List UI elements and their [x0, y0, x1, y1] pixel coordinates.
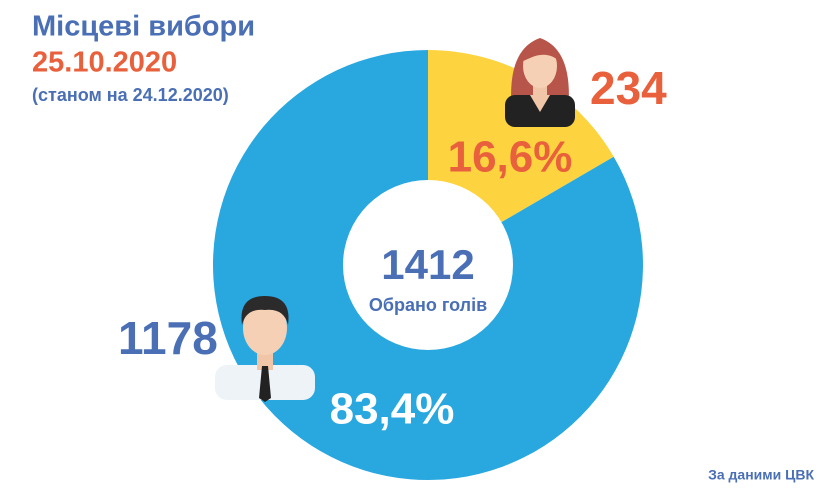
total-value: 1412: [381, 241, 474, 288]
man-icon: [215, 296, 315, 402]
count-label: 234: [590, 62, 667, 114]
wedge: [212, 50, 643, 480]
count-label: 1178: [118, 312, 218, 364]
chart-note: (станом на 24.12.2020): [32, 85, 229, 105]
chart-title: Місцеві вибори: [32, 11, 255, 43]
wedge: [428, 50, 614, 225]
value-label: 83,4%: [330, 385, 455, 434]
chart-subtitle: 25.10.2020: [32, 47, 177, 79]
value-label: 16,6%: [448, 133, 573, 182]
donut-hole: [343, 180, 513, 350]
donut: [212, 50, 643, 480]
total-label: Обрано голів: [369, 295, 487, 315]
woman-icon: [505, 38, 575, 127]
source: За даними ЦВК: [708, 467, 814, 483]
